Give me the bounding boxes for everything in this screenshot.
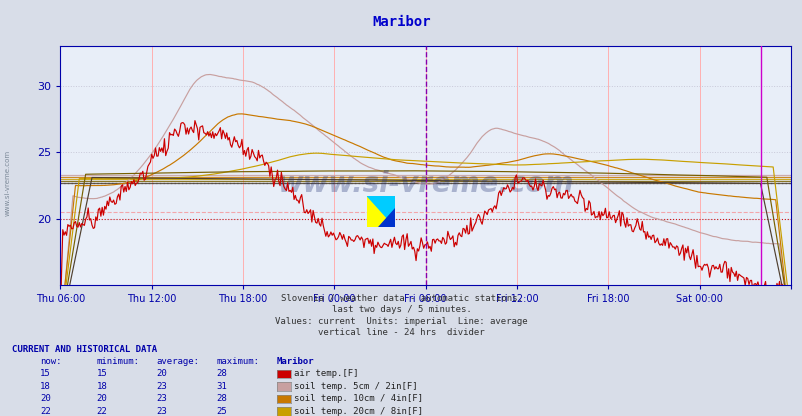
Text: Maribor: Maribor bbox=[371, 15, 431, 29]
Text: 28: 28 bbox=[217, 394, 227, 404]
Text: last two days / 5 minutes.: last two days / 5 minutes. bbox=[331, 305, 471, 314]
Text: Slovenia / weather data - automatic stations.: Slovenia / weather data - automatic stat… bbox=[280, 293, 522, 302]
Text: soil temp. 10cm / 4in[F]: soil temp. 10cm / 4in[F] bbox=[294, 394, 423, 404]
Text: 23: 23 bbox=[156, 382, 167, 391]
Text: maximum:: maximum: bbox=[217, 357, 260, 366]
Text: 15: 15 bbox=[40, 369, 51, 379]
Polygon shape bbox=[378, 208, 395, 227]
Text: 18: 18 bbox=[40, 382, 51, 391]
Text: vertical line - 24 hrs  divider: vertical line - 24 hrs divider bbox=[318, 328, 484, 337]
Text: Maribor: Maribor bbox=[277, 357, 314, 366]
Polygon shape bbox=[367, 196, 395, 227]
Text: 25: 25 bbox=[217, 407, 227, 416]
Text: minimum:: minimum: bbox=[96, 357, 140, 366]
Text: www.si-vreme.com: www.si-vreme.com bbox=[5, 150, 11, 216]
Polygon shape bbox=[367, 196, 395, 227]
Text: soil temp. 20cm / 8in[F]: soil temp. 20cm / 8in[F] bbox=[294, 407, 423, 416]
Text: CURRENT AND HISTORICAL DATA: CURRENT AND HISTORICAL DATA bbox=[12, 344, 157, 354]
Text: 20: 20 bbox=[40, 394, 51, 404]
Text: www.si-vreme.com: www.si-vreme.com bbox=[277, 171, 573, 198]
Text: 28: 28 bbox=[217, 369, 227, 379]
Text: air temp.[F]: air temp.[F] bbox=[294, 369, 358, 379]
Text: 22: 22 bbox=[96, 407, 107, 416]
Text: 15: 15 bbox=[96, 369, 107, 379]
Text: now:: now: bbox=[40, 357, 62, 366]
Text: 23: 23 bbox=[156, 407, 167, 416]
Text: average:: average: bbox=[156, 357, 200, 366]
Text: 23: 23 bbox=[156, 394, 167, 404]
Text: 20: 20 bbox=[156, 369, 167, 379]
Text: 22: 22 bbox=[40, 407, 51, 416]
Text: soil temp. 5cm / 2in[F]: soil temp. 5cm / 2in[F] bbox=[294, 382, 417, 391]
Text: 20: 20 bbox=[96, 394, 107, 404]
Text: 18: 18 bbox=[96, 382, 107, 391]
Text: Values: current  Units: imperial  Line: average: Values: current Units: imperial Line: av… bbox=[275, 317, 527, 326]
Text: 31: 31 bbox=[217, 382, 227, 391]
